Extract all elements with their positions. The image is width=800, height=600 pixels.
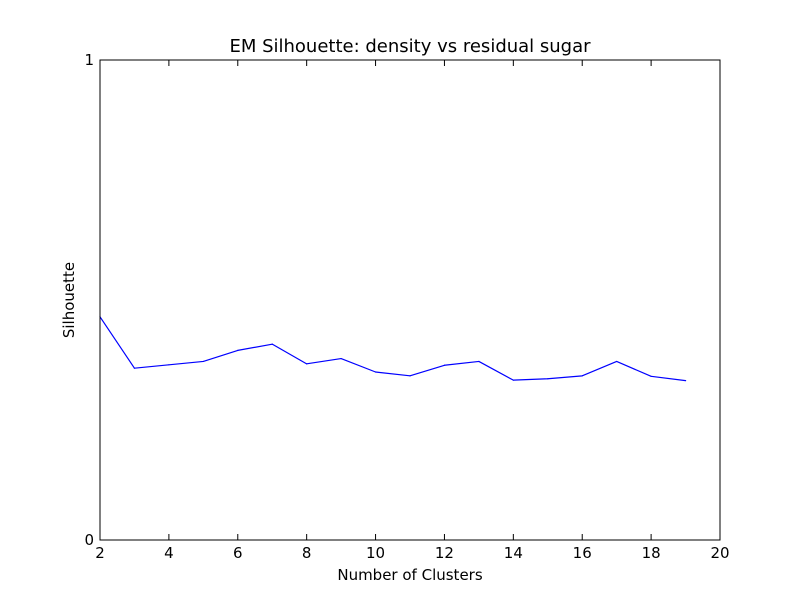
series-line <box>99 316 686 382</box>
data-point <box>616 360 618 363</box>
data-point <box>581 375 583 377</box>
x-tick-label: 6 <box>233 544 243 562</box>
x-tick-label: 16 <box>573 544 592 562</box>
data-point <box>650 375 652 377</box>
data-point <box>202 360 204 363</box>
x-tick-label: 8 <box>302 544 312 562</box>
data-point <box>443 364 446 366</box>
data-point <box>547 378 549 380</box>
data-point <box>374 371 377 373</box>
data-point <box>168 364 170 366</box>
y-tick-label: 1 <box>84 51 94 69</box>
x-tick-label: 18 <box>642 544 661 562</box>
x-tick-label: 2 <box>95 544 105 562</box>
data-point <box>133 367 136 369</box>
data-point <box>409 375 411 377</box>
data-point <box>237 349 239 351</box>
data-point <box>478 360 480 363</box>
x-tick-label: 14 <box>504 544 523 562</box>
x-tick-label: 10 <box>366 544 385 562</box>
data-point <box>684 380 687 382</box>
data-point <box>306 363 308 365</box>
x-tick-label: 4 <box>164 544 174 562</box>
x-ticks: 2 4 6 8 10 12 14 16 18 20 <box>95 60 730 562</box>
data-point <box>271 343 273 345</box>
chart-title: EM Silhouette: density vs residual sugar <box>229 36 591 57</box>
data-point <box>340 357 342 360</box>
x-tick-label: 12 <box>435 544 454 562</box>
plot-frame <box>99 59 721 541</box>
y-axis-label: Silhouette <box>60 262 78 338</box>
plot-area <box>100 60 720 540</box>
x-axis-label: Number of Clusters <box>337 566 482 584</box>
data-point <box>512 379 514 381</box>
y-tick-label: 0 <box>84 531 94 549</box>
x-tick-label: 20 <box>710 544 729 562</box>
